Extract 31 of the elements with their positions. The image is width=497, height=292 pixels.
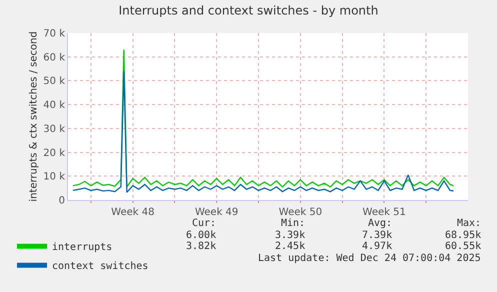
- text: 3.39k: [275, 230, 306, 241]
- y-tick-label: 20 k: [43, 148, 66, 159]
- chart-title: Interrupts and context switches - by month: [118, 3, 378, 18]
- text: 4.97k: [362, 241, 392, 252]
- text: 7.39k: [362, 230, 392, 241]
- text: 68.95k: [445, 230, 482, 241]
- text: Avg:: [368, 218, 392, 229]
- line-series: [72, 70, 454, 193]
- text: Max:: [457, 218, 482, 229]
- y-tick-label: 60 k: [43, 52, 66, 64]
- text: 3.82k: [186, 241, 216, 252]
- text: Cur:: [192, 218, 216, 229]
- y-tick-label: 50 k: [43, 76, 66, 88]
- text: Min:: [281, 218, 306, 229]
- legend-label: context switches: [52, 261, 148, 272]
- y-tick-label: 30 k: [43, 124, 66, 135]
- text: 60.55k: [445, 241, 482, 252]
- x-tick-label: Week 51: [362, 207, 406, 218]
- text: Last update: Wed Dec 24 07:00:04 2025: [258, 253, 481, 264]
- y-axis-title: interrupts & ctx switches / second: [28, 31, 40, 202]
- text: 2.45k: [275, 241, 306, 252]
- legend-label: interrupts: [52, 242, 112, 254]
- text: 6.00k: [186, 230, 216, 241]
- x-tick-label: Week 48: [111, 207, 154, 218]
- x-tick-label: Week 49: [194, 207, 238, 218]
- line-series: [72, 49, 454, 188]
- y-tick-label: 0: [58, 196, 65, 206]
- x-tick-label: Week 50: [278, 207, 322, 218]
- y-tick-label: 40 k: [43, 100, 66, 112]
- y-tick-label: 70 k: [43, 28, 66, 40]
- y-tick-label: 10 k: [43, 172, 66, 183]
